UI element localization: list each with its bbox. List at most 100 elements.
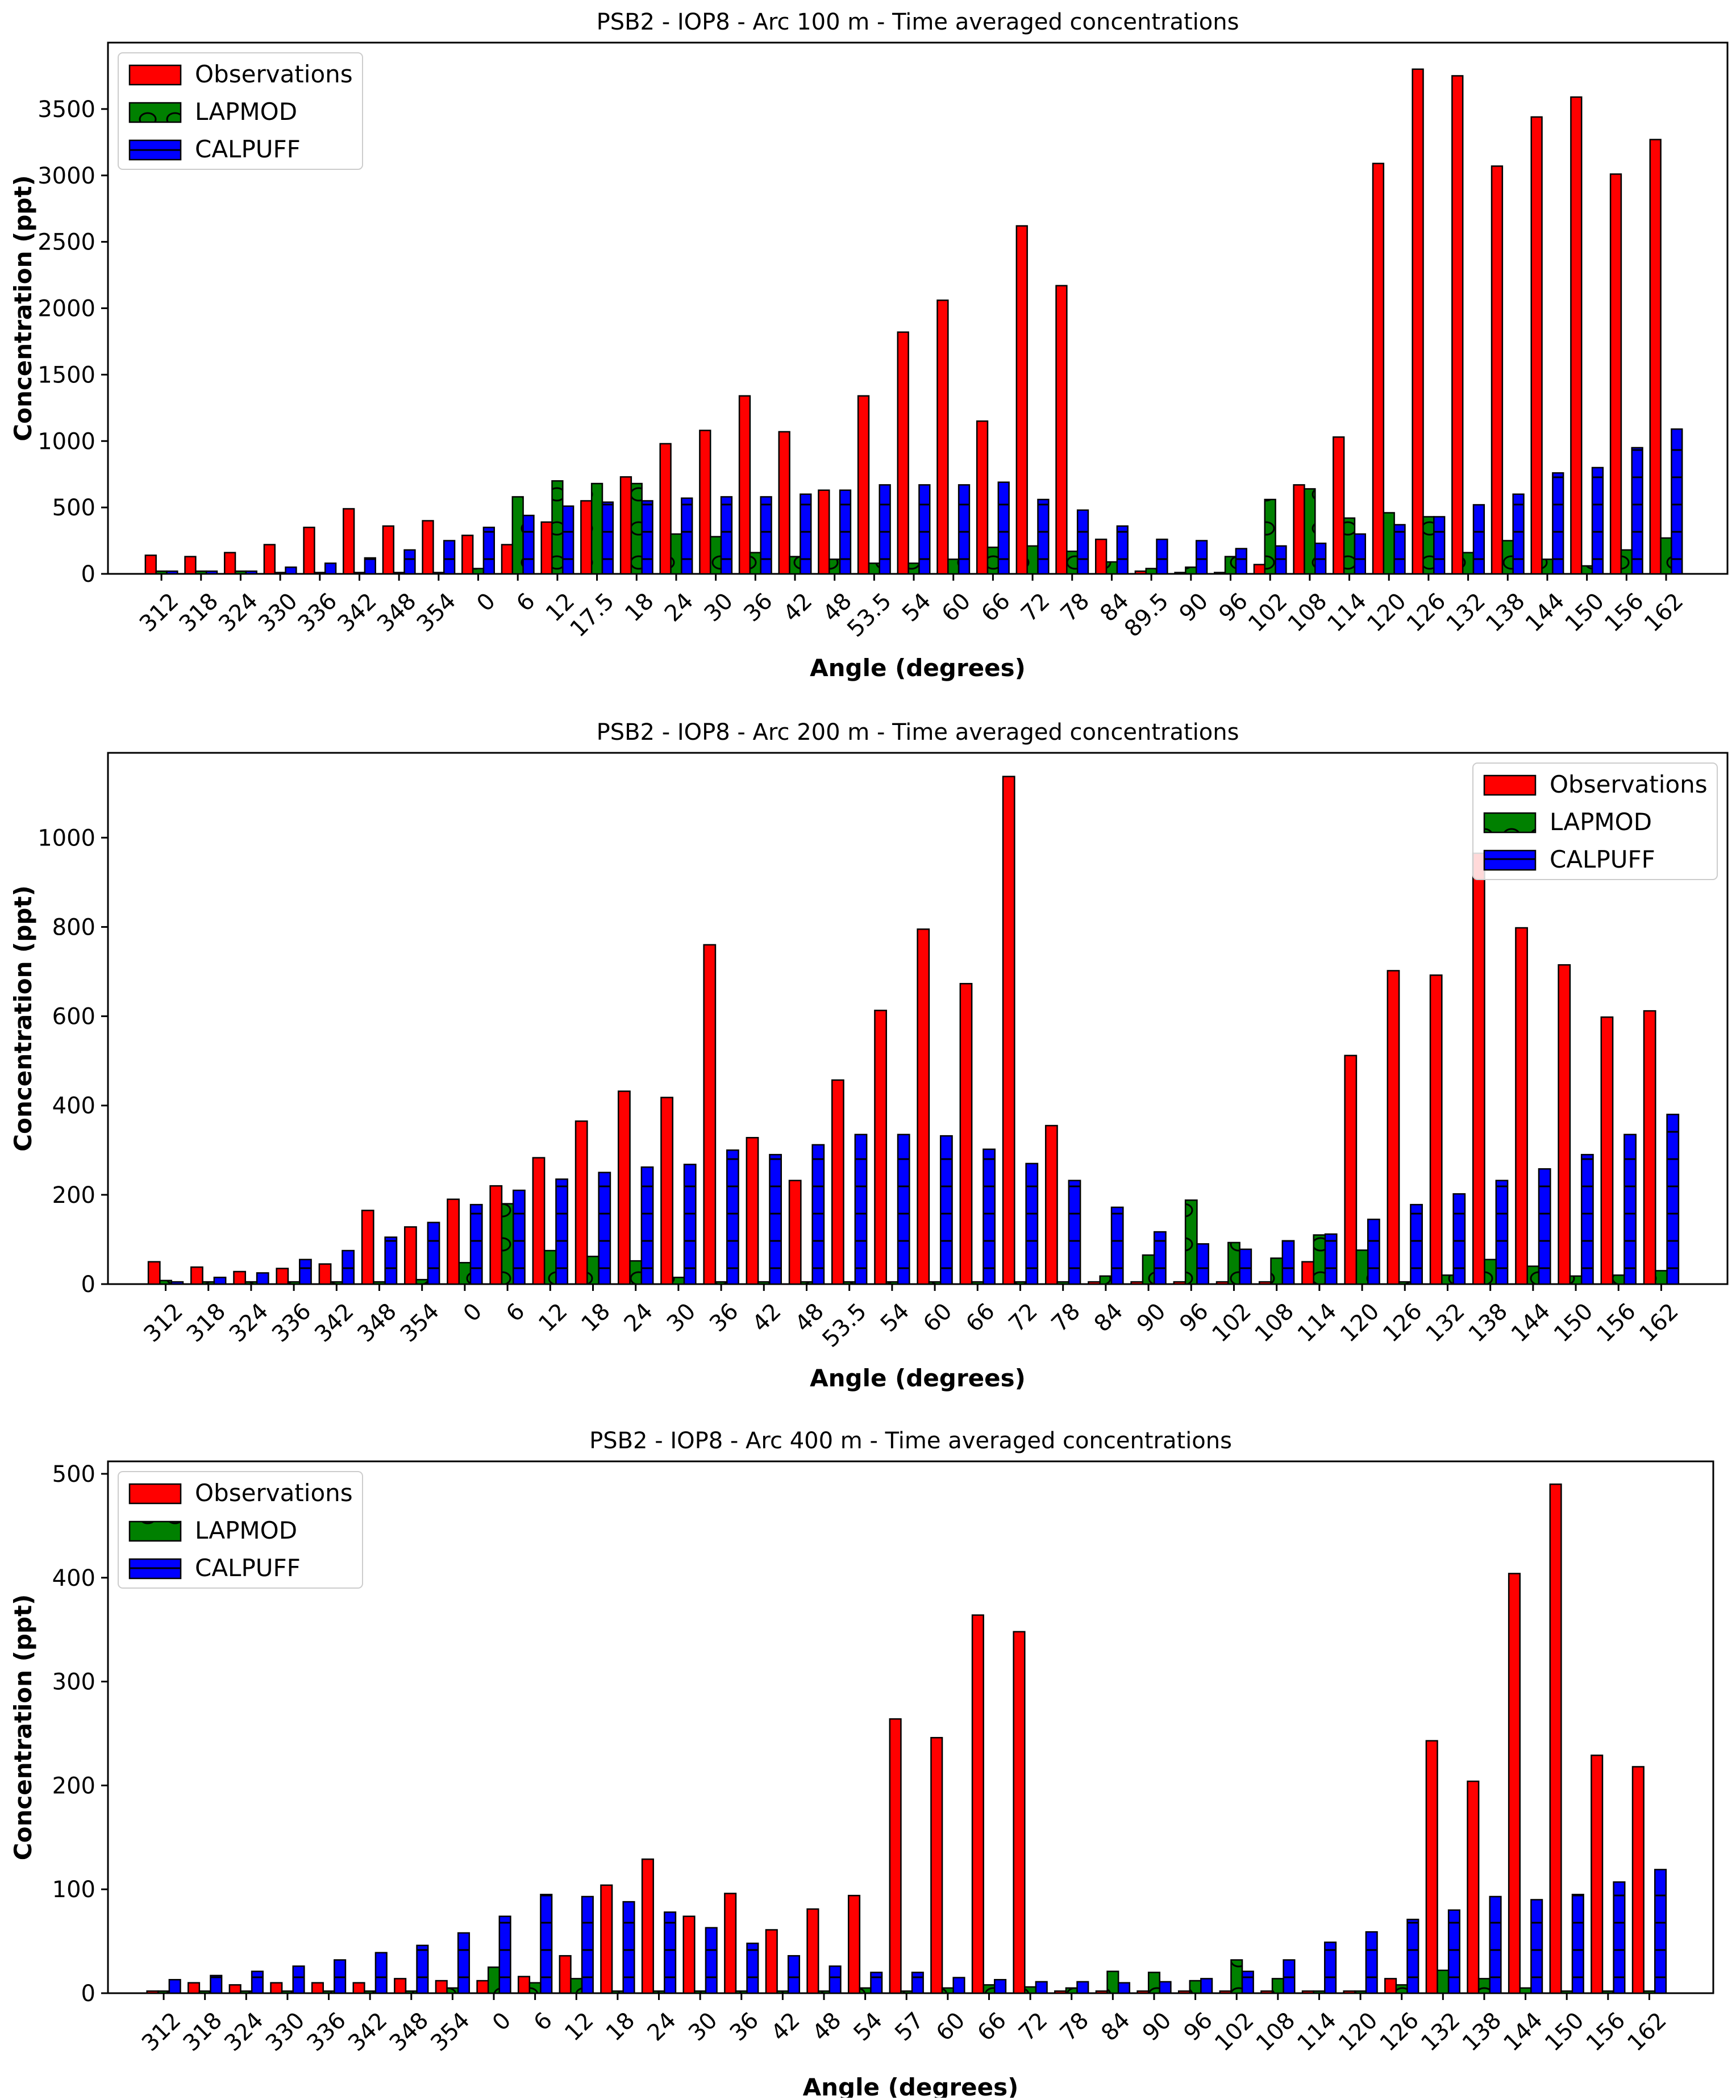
x-tick-label: 66 <box>961 1298 1000 1338</box>
bar-observations <box>1013 1631 1026 1994</box>
bar-hatch-lapmod <box>1655 1270 1667 1284</box>
bar-hatch-calpuff <box>871 1972 882 1993</box>
bar-hatch-calpuff <box>252 1971 263 1993</box>
bar-observations <box>532 1157 546 1285</box>
y-tick-label: 2000 <box>38 296 95 322</box>
bar-hatch-calpuff <box>1489 1896 1501 1993</box>
x-tick-label: 144 <box>1498 2007 1548 2057</box>
x-axis-label: Angle (degrees) <box>810 1364 1026 1392</box>
bar-hatch-lapmod <box>1613 1275 1625 1284</box>
x-tick-label: 126 <box>1375 2007 1425 2057</box>
bar-hatch-calpuff <box>1201 1978 1213 1993</box>
x-tick-label: 348 <box>385 2007 434 2057</box>
legend-swatch-hatch-lapmod <box>130 103 181 122</box>
x-tick-label: 150 <box>1549 1298 1598 1348</box>
x-tick-label: 324 <box>224 1298 274 1348</box>
bar-observations <box>857 395 870 575</box>
bar-hatch-calpuff <box>1581 1155 1593 1284</box>
bar-observations <box>930 1737 943 1994</box>
bar-hatch-lapmod <box>1502 540 1513 574</box>
bar-observations <box>1174 572 1187 575</box>
bar-hatch-lapmod <box>612 1991 623 1993</box>
bar-hatch-calpuff <box>1434 516 1445 574</box>
bar-hatch-calpuff <box>1496 1180 1508 1284</box>
bar-hatch-lapmod <box>354 572 365 574</box>
bar-hatch-lapmod <box>373 1282 385 1284</box>
bar-hatch-lapmod <box>587 1256 599 1284</box>
bar-hatch-lapmod <box>1561 1991 1572 1993</box>
x-tick-label: 324 <box>214 588 263 638</box>
bar-observations <box>1333 436 1345 575</box>
x-tick-label: 120 <box>1362 588 1412 638</box>
x-tick-label: 12 <box>560 2007 599 2047</box>
bar-hatch-lapmod <box>801 1282 813 1284</box>
bar-observations <box>682 1915 696 1994</box>
bar-hatch-lapmod <box>631 484 642 574</box>
bar-hatch-calpuff <box>1275 545 1287 574</box>
bar-observations <box>659 443 672 575</box>
x-tick-label: 114 <box>1322 588 1372 638</box>
bar-hatch-lapmod <box>1479 1978 1490 1993</box>
bar-observations <box>489 1185 503 1285</box>
bar-observations <box>1177 1990 1191 1994</box>
bar-observations <box>1472 852 1485 1285</box>
bar-hatch-calpuff <box>1242 1971 1254 1993</box>
bar-hatch-calpuff <box>1572 1894 1584 1993</box>
x-tick-label: 102 <box>1210 2007 1259 2057</box>
bar-observations <box>1301 1990 1314 1994</box>
y-tick-label: 800 <box>52 914 95 940</box>
bar-observations <box>270 1982 283 1994</box>
bar-observations <box>1095 1990 1108 1994</box>
bar-hatch-calpuff <box>342 1251 354 1284</box>
bar-observations <box>1054 1990 1067 1994</box>
bar-hatch-calpuff <box>602 502 613 574</box>
x-tick-label: 108 <box>1283 588 1333 638</box>
x-tick-label: 18 <box>620 588 659 627</box>
x-tick-label: 17.5 <box>565 588 620 643</box>
bar-hatch-calpuff <box>1407 1919 1419 1993</box>
bar-observations <box>788 1180 802 1285</box>
x-tick-label: 162 <box>1639 588 1689 638</box>
bar-observations <box>746 1137 759 1285</box>
bar-observations <box>461 534 474 575</box>
x-tick-label: 336 <box>293 588 343 638</box>
bar-observations <box>1260 1990 1273 1994</box>
y-tick-label: 1000 <box>38 825 95 851</box>
bar-observations <box>147 1261 161 1285</box>
y-axis-label: Concentration (ppt) <box>9 1594 37 1860</box>
bar-observations <box>517 1976 531 1994</box>
bar-hatch-lapmod <box>512 497 523 574</box>
y-axis-label: Concentration (ppt) <box>9 885 37 1151</box>
bar-hatch-calpuff <box>769 1155 781 1284</box>
bar-observations <box>1044 1124 1058 1285</box>
legend-swatch-hatch-calpuff <box>1484 851 1535 870</box>
bar-hatch-calpuff <box>788 1956 800 1993</box>
bar-observations <box>619 476 632 575</box>
bar-observations <box>1600 1016 1614 1285</box>
bar-hatch-lapmod <box>1272 1978 1284 1993</box>
x-tick-label: 30 <box>700 588 739 627</box>
bar-observations <box>1219 1990 1232 1994</box>
x-tick-label: 36 <box>739 588 778 627</box>
bar-hatch-calpuff <box>953 1977 965 1993</box>
y-tick-label: 0 <box>81 1272 95 1298</box>
bar-hatch-lapmod <box>1602 1991 1614 1993</box>
bar-hatch-calpuff <box>1197 1244 1209 1284</box>
bar-hatch-calpuff <box>623 1902 635 1993</box>
x-tick-label: 156 <box>1581 2007 1631 2057</box>
bar-hatch-lapmod <box>1027 545 1038 574</box>
bar-hatch-calpuff <box>812 1144 824 1284</box>
bar-hatch-lapmod <box>1231 1960 1243 1993</box>
chart-panel-3: PSB2 - IOP8 - Arc 400 m - Time averaged … <box>9 1428 1714 2100</box>
bar-hatch-calpuff <box>540 1894 552 1993</box>
bar-hatch-lapmod <box>694 1991 706 1993</box>
legend-swatch-hatch-calpuff <box>130 1559 181 1578</box>
bar-observations <box>1343 1990 1356 1994</box>
bar-observations <box>1429 974 1443 1285</box>
bar-hatch-lapmod <box>1423 516 1434 574</box>
chart-title: PSB2 - IOP8 - Arc 400 m - Time averaged … <box>589 1428 1232 1454</box>
bar-hatch-calpuff <box>166 571 178 574</box>
bar-hatch-calpuff <box>171 1282 183 1284</box>
bar-observations <box>897 331 909 575</box>
